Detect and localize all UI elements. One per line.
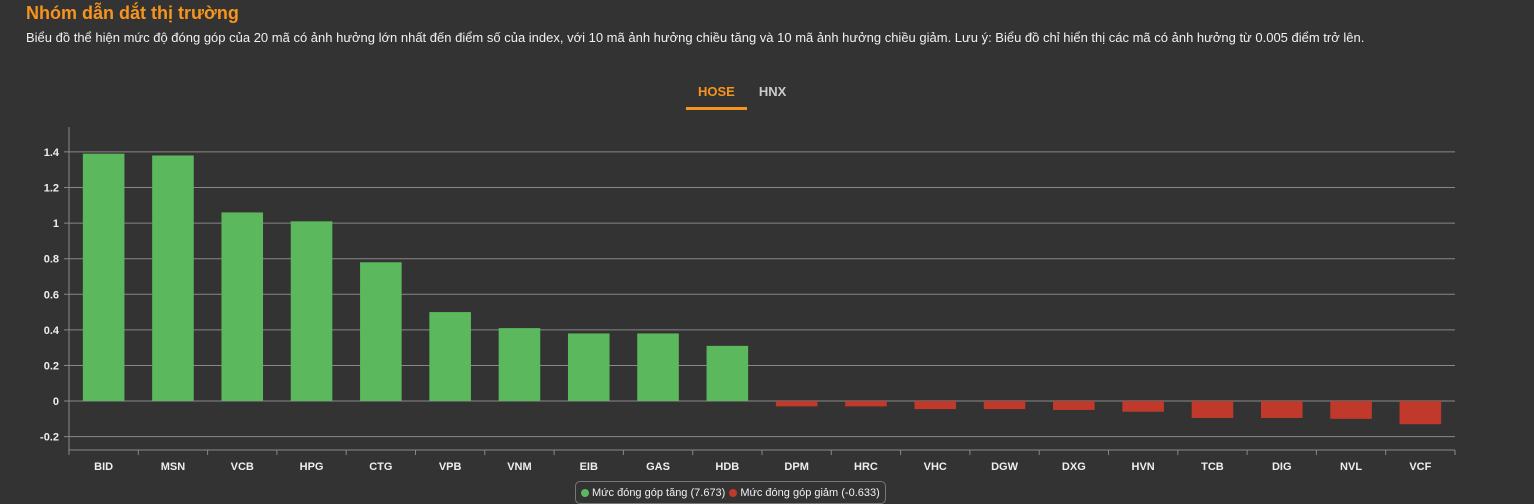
y-tick-label: 0.4	[44, 325, 60, 337]
bar-vnm	[498, 328, 541, 402]
tab-hose[interactable]: HOSE	[686, 82, 747, 110]
bar-vcb	[221, 212, 264, 402]
bar-nvl	[1330, 401, 1372, 419]
y-tick-label: 1.4	[44, 147, 60, 159]
legend-item-down[interactable]: Mức đóng góp giảm (-0.633)	[729, 486, 880, 499]
legend-up-label: Mức đóng góp tăng (7.673)	[592, 486, 726, 499]
bar-dpm	[775, 401, 818, 407]
x-tick-label: VPB	[439, 461, 462, 473]
bar-hpg	[290, 221, 333, 402]
y-tick-label: 0.2	[44, 360, 59, 372]
section-title: Nhóm dẫn dắt thị trường	[26, 3, 239, 23]
bar-vpb	[429, 312, 471, 402]
bar-hrc	[845, 401, 887, 407]
x-tick-label: VCB	[231, 461, 254, 473]
bar-vcf	[1399, 401, 1442, 425]
x-tick-label: GAS	[646, 461, 670, 473]
bar-hvn	[1122, 401, 1164, 412]
legend-item-up[interactable]: Mức đóng góp tăng (7.673)	[581, 487, 725, 499]
x-tick-label: DIG	[1272, 461, 1292, 473]
x-tick-label: MSN	[161, 461, 186, 473]
y-tick-label: 0.6	[44, 289, 59, 301]
x-tick-label: DPM	[784, 461, 808, 473]
x-tick-label: EIB	[580, 461, 598, 473]
y-tick-label: 0.8	[44, 254, 59, 266]
x-tick-label: CTG	[369, 461, 392, 473]
chart-legend: Mức đóng góp tăng (7.673) Mức đóng góp g…	[575, 481, 886, 504]
exchange-tabs: HOSE HNX	[686, 82, 798, 110]
x-tick-label: DGW	[991, 461, 1019, 473]
x-tick-label: HPG	[300, 461, 324, 473]
bar-ctg	[360, 262, 402, 402]
y-tick-label: -0.2	[40, 432, 59, 444]
x-tick-label: HRC	[854, 461, 878, 473]
green-dot-icon	[581, 488, 589, 497]
bar-hdb	[706, 345, 749, 402]
y-tick-label: 0	[53, 396, 59, 408]
section-description: Biểu đồ thể hiện mức độ đóng góp của 20 …	[26, 30, 1365, 45]
bar-dig	[1260, 401, 1303, 418]
x-tick-label: VNM	[507, 461, 531, 473]
x-tick-label: BID	[94, 461, 113, 473]
tab-hnx[interactable]: HNX	[758, 84, 787, 99]
x-tick-label: VCF	[1409, 461, 1431, 473]
x-tick-label: HDB	[715, 461, 739, 473]
x-tick-label: VHC	[924, 461, 947, 473]
bar-dgw	[983, 401, 1026, 410]
bar-gas	[637, 333, 679, 402]
bar-msn	[152, 155, 194, 402]
bar-eib	[567, 333, 610, 402]
y-tick-label: 1	[53, 218, 59, 230]
x-tick-label: NVL	[1340, 461, 1362, 473]
x-tick-label: TCB	[1201, 461, 1224, 473]
bar-tcb	[1191, 401, 1234, 418]
bar-bid	[82, 153, 125, 402]
x-tick-label: HVN	[1132, 461, 1155, 473]
bar-vhc	[914, 401, 957, 410]
y-tick-label: 1.2	[44, 183, 59, 195]
legend-down-label: Mức đóng góp giảm (-0.633)	[740, 486, 880, 499]
red-dot-icon	[729, 488, 738, 497]
bar-dxg	[1053, 401, 1095, 410]
x-tick-label: DXG	[1062, 461, 1086, 473]
